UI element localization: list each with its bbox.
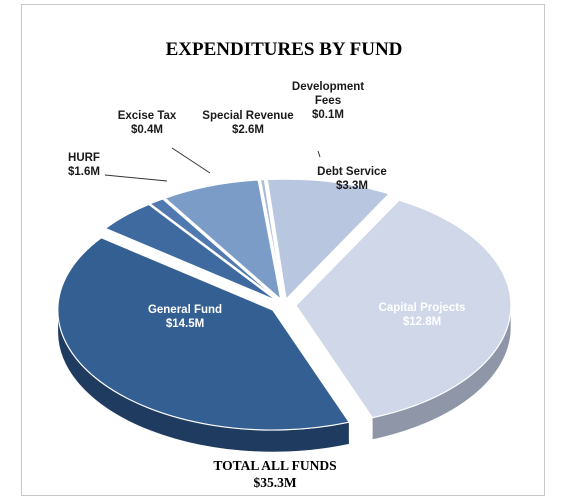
chart-title: EXPENDITURES BY FUND [166, 39, 403, 60]
chart-frame: EXPENDITURES BY FUND Debt Service $3.3M Ca… [21, 4, 545, 496]
slice-label-excise-tax: Excise Tax $0.4M [118, 110, 177, 136]
pie-chart: EXPENDITURES BY FUND Debt Service $3.3M Ca… [57, 39, 512, 490]
slice-debt-service [266, 178, 391, 301]
slice-capital-projects [295, 199, 512, 419]
slice-hurf [104, 203, 278, 302]
slice-excise-tax [148, 198, 279, 301]
slice-special-revenue [163, 179, 282, 301]
total-value: $35.3M [253, 475, 296, 490]
slice-label-development-fees: Development Fees $0.1M [292, 81, 364, 121]
slice-label-capital-projects: Capital Projects $12.8M [379, 302, 466, 328]
leader-line-development-fees [317, 150, 321, 158]
slice-general-fund [57, 237, 351, 431]
slice-development-fees [259, 178, 284, 300]
total-label: TOTAL ALL FUNDS [213, 458, 336, 473]
slice-label-special-revenue: Special Revenue $2.6M [202, 110, 293, 136]
slice-label-general-fund: General Fund $14.5M [148, 304, 222, 330]
leader-line-excise-tax [171, 147, 211, 174]
slice-label-debt-service: Debt Service $3.3M [317, 166, 387, 192]
leader-line-hurf [104, 174, 168, 182]
slice-label-hurf: HURF $1.6M [68, 152, 100, 178]
